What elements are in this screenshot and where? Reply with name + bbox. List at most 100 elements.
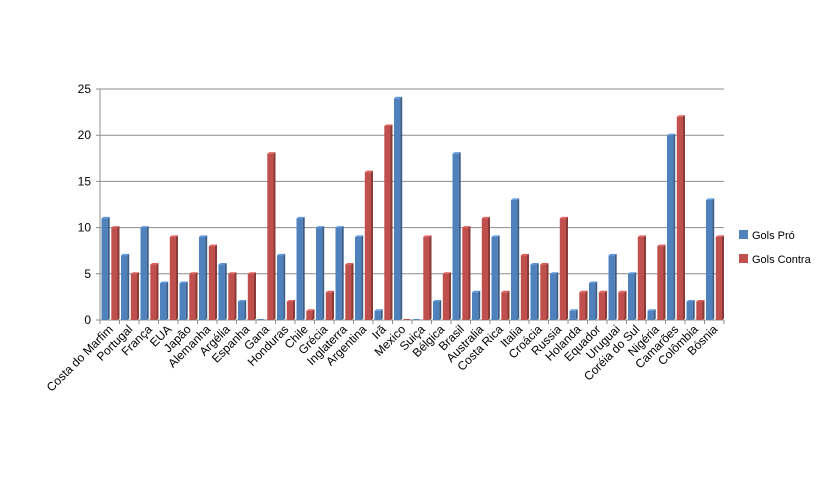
bar-gols-contra <box>325 290 334 320</box>
bar-side <box>488 216 490 320</box>
bar-face <box>228 273 235 320</box>
bar-side <box>517 198 520 320</box>
bar-top <box>491 235 500 237</box>
bar-side <box>322 226 325 320</box>
bar-top <box>696 300 705 302</box>
bar-gols-contra <box>189 272 198 320</box>
bar-face <box>452 153 459 320</box>
bar-face <box>296 218 303 320</box>
bar-gols-contra <box>696 300 705 320</box>
bar-face <box>686 301 693 320</box>
bar-gols-contra <box>442 272 451 320</box>
bar-top <box>160 281 169 284</box>
bar-gols-contra <box>130 272 139 320</box>
bar-top <box>111 226 120 228</box>
bar-side <box>156 263 159 320</box>
bar-gols-pro <box>140 226 149 320</box>
bar-side <box>127 253 130 320</box>
bar-gols-pro <box>413 319 420 320</box>
bar-top <box>715 235 724 237</box>
bar-face <box>628 273 635 320</box>
bar-gols-pro <box>706 198 715 320</box>
bar-top <box>238 300 247 302</box>
bar-top <box>150 263 159 265</box>
bar-face <box>413 319 420 320</box>
bar-side <box>185 281 188 320</box>
bar-face <box>462 227 469 320</box>
bar-top <box>618 290 627 293</box>
bar-face <box>111 227 118 320</box>
bar-side <box>283 253 286 320</box>
bar-side <box>624 290 627 320</box>
y-tick-label: 25 <box>78 82 92 96</box>
bar-top <box>481 216 490 219</box>
bar-face <box>267 153 274 320</box>
y-tick-label: 20 <box>78 128 92 142</box>
bar-top <box>316 226 325 228</box>
bar-face <box>657 246 664 320</box>
bar-face <box>706 199 713 320</box>
bar-side <box>371 170 373 320</box>
bar-gols-pro <box>257 319 264 320</box>
bar-face <box>491 236 498 320</box>
bar-side <box>644 235 646 320</box>
bar-side <box>595 281 598 320</box>
bar-face <box>598 292 605 320</box>
bar-top <box>559 216 568 219</box>
bar-side <box>312 309 315 320</box>
bar-gols-pro <box>628 272 637 320</box>
bar-face <box>637 236 644 320</box>
bar-gols-contra <box>657 244 666 320</box>
bar-gols-contra <box>208 244 217 320</box>
bar-top <box>277 253 286 256</box>
bar-top <box>286 300 295 302</box>
bar-side <box>293 300 295 320</box>
bar-gols-pro <box>277 253 286 320</box>
bar-face <box>501 292 508 320</box>
bar-gols-pro <box>238 300 247 320</box>
bar-face <box>676 116 683 320</box>
bar-top <box>686 300 695 302</box>
bar-gols-contra <box>423 235 432 320</box>
bar-side <box>663 244 666 320</box>
bar-top <box>540 263 549 265</box>
bar-top <box>394 96 403 99</box>
bar-gols-contra <box>579 290 588 320</box>
bar-top <box>218 263 227 265</box>
bar-gols-contra <box>559 216 568 320</box>
bar-top <box>345 263 354 265</box>
bar-top <box>306 309 315 311</box>
bar-gols-pro <box>316 226 325 320</box>
bar-top <box>169 235 178 237</box>
bar-face <box>530 264 537 320</box>
bar-gols-pro <box>569 309 578 320</box>
bar-top <box>442 272 451 274</box>
bar-top <box>462 226 471 228</box>
bar-side <box>234 272 237 320</box>
bar-face <box>150 264 157 320</box>
bar-side <box>429 235 432 320</box>
bar-gols-contra <box>618 290 627 320</box>
bar-face <box>696 301 703 320</box>
bar-side <box>166 281 169 320</box>
bar-face <box>306 310 313 320</box>
bar-face <box>608 255 615 320</box>
y-tick-labels: 0 5 10 15 20 25 <box>78 82 92 327</box>
bar-top <box>208 244 217 247</box>
bar-gols-pro <box>530 263 539 320</box>
bar-side <box>507 290 510 320</box>
bar-gols-contra <box>676 115 685 320</box>
bar-gols-contra <box>481 216 490 320</box>
bar-face <box>316 227 323 320</box>
bar-gols-pro <box>199 235 208 320</box>
bar-top <box>121 253 130 256</box>
bar-side <box>546 263 549 320</box>
bar-side <box>712 198 715 320</box>
bar-top <box>364 170 373 173</box>
bar-side <box>273 152 276 320</box>
bar-gols-pro <box>218 263 227 320</box>
bar-side <box>176 235 178 320</box>
bar-gols-pro <box>491 235 500 320</box>
bar-side <box>380 309 383 320</box>
